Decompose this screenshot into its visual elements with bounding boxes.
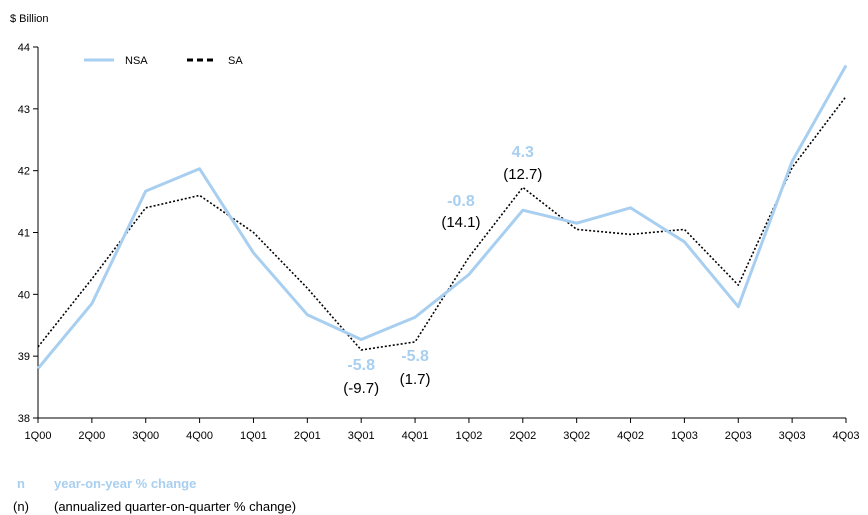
y-tick-label: 38 — [18, 413, 30, 425]
y-tick-label: 42 — [18, 166, 30, 178]
x-tick-label: 2Q01 — [294, 430, 321, 442]
annotation-yoy: 4.3 — [512, 144, 534, 161]
series-layer — [36, 64, 848, 370]
x-tick-label: 4Q00 — [186, 430, 213, 442]
unit-label: $ Billion — [10, 13, 49, 25]
footnote-qoq-text: (annualized quarter-on-quarter % change) — [54, 499, 297, 514]
annotation-yoy: -5.8 — [347, 357, 375, 374]
x-tick-label: 1Q00 — [25, 430, 52, 442]
x-tick-label: 1Q03 — [671, 430, 698, 442]
footnote-qoq: (n) (annualized quarter-on-quarter % chan… — [10, 499, 296, 514]
annotation-yoy: -0.8 — [447, 193, 475, 210]
annotation-qoq: (12.7) — [503, 166, 542, 183]
line-chart: $ Billion 38 39 40 41 42 43 44 1Q00 2Q00 3Q00 4Q00… — [10, 13, 860, 442]
x-tick-label: 3Q03 — [779, 430, 806, 442]
annotation-qoq: (1.7) — [400, 371, 431, 388]
legend: NSA SA — [84, 55, 243, 67]
y-tick-label: 39 — [18, 351, 30, 363]
footnote-yoy: n year-on-year % change — [10, 476, 196, 491]
x-tick-label: 2Q02 — [509, 430, 536, 442]
legend-label-nsa: NSA — [125, 55, 148, 67]
annotation-qoq: (-9.7) — [343, 380, 379, 397]
x-tick-label: 4Q01 — [402, 430, 429, 442]
x-tick-label: 4Q03 — [833, 430, 860, 442]
x-tick-label: 2Q00 — [78, 430, 105, 442]
x-tick-label: 1Q01 — [240, 430, 267, 442]
x-tick-label: 3Q01 — [348, 430, 375, 442]
annotation-yoy: -5.8 — [401, 348, 429, 365]
annotation-qoq: (14.1) — [441, 214, 480, 231]
x-tick-label: 4Q02 — [617, 430, 644, 442]
footnote-yoy-symbol: n — [17, 476, 25, 491]
footnote-yoy-text: year-on-year % change — [54, 476, 197, 491]
x-tick-label: 3Q00 — [132, 430, 159, 442]
y-tick-label: 43 — [18, 104, 30, 116]
axes: 38 39 40 41 42 43 44 1Q00 2Q00 3Q00 4Q00 1Q01 2Q01 3Q… — [18, 42, 860, 442]
series-line-sa — [37, 96, 847, 351]
x-tick-label: 1Q02 — [455, 430, 482, 442]
y-tick-label: 40 — [18, 289, 30, 301]
legend-label-sa: SA — [228, 55, 243, 67]
y-tick-label: 41 — [18, 228, 30, 240]
y-tick-label: 44 — [18, 42, 30, 54]
footnote-qoq-symbol: (n) — [13, 499, 29, 514]
x-tick-label: 2Q03 — [725, 430, 752, 442]
annotations: -5.8 (-9.7) -5.8 (1.7) -0.8 (14.1) 4.3 (12.7) — [343, 144, 542, 397]
series-line-nsa — [36, 64, 848, 370]
x-tick-label: 3Q02 — [563, 430, 590, 442]
